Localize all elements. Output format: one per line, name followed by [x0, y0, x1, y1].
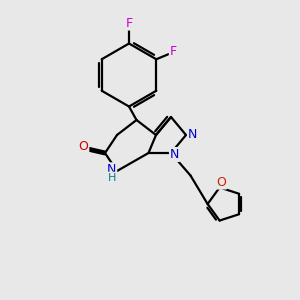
- Text: N: N: [107, 163, 116, 176]
- Text: N: N: [170, 148, 179, 161]
- Text: O: O: [79, 140, 88, 153]
- Text: O: O: [216, 176, 226, 189]
- Text: F: F: [125, 16, 133, 30]
- Text: N: N: [188, 128, 197, 142]
- Text: F: F: [170, 45, 177, 58]
- Text: H: H: [107, 172, 116, 183]
